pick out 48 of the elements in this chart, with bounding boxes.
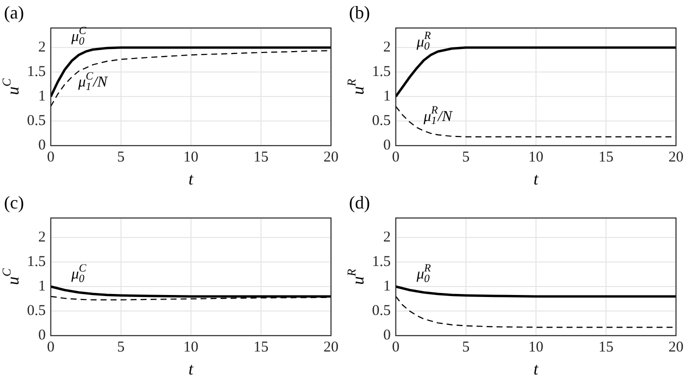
chart-title: (b) <box>349 2 370 23</box>
x-tick-label: 15 <box>253 340 268 356</box>
y-tick-label: 0.5 <box>372 113 391 130</box>
y-tick-label: 1.5 <box>27 64 46 80</box>
y-tick-label: 1 <box>383 88 391 105</box>
y-tick-label: 2 <box>38 230 46 246</box>
y-tick-label: 1 <box>38 278 46 295</box>
x-tick-label: 20 <box>324 150 338 166</box>
y-tick-label: 1.5 <box>27 254 46 270</box>
y-axis-title: uR <box>344 78 368 95</box>
x-axis-title: t <box>534 169 540 188</box>
y-axis-title: uC <box>0 78 22 96</box>
x-tick-label: 15 <box>253 150 268 166</box>
x-tick-label: 15 <box>598 150 614 166</box>
x-tick-label: 20 <box>668 150 684 166</box>
x-tick-label: 5 <box>117 340 125 356</box>
y-tick-label: 2 <box>383 230 391 246</box>
x-tick-label: 5 <box>117 150 125 166</box>
chart-title: (a) <box>4 2 24 23</box>
chart-title: (d) <box>349 192 370 213</box>
y-tick-label: 2 <box>383 40 391 56</box>
x-tick-label: 10 <box>528 150 544 166</box>
y-tick-label: 1 <box>38 88 46 105</box>
y-tick-label: 0 <box>38 328 46 344</box>
x-tick-label: 5 <box>462 340 470 356</box>
x-axis-title: t <box>188 359 195 378</box>
y-tick-label: 2 <box>38 40 46 56</box>
y-tick-label: 1.5 <box>372 64 391 80</box>
y-axis-title: uR <box>344 268 368 285</box>
x-tick-label: 20 <box>324 340 338 356</box>
y-tick-label: 0 <box>383 138 391 154</box>
x-tick-label: 15 <box>598 340 614 356</box>
x-tick-label: 5 <box>462 150 470 166</box>
y-tick-label: 0 <box>38 138 46 154</box>
x-tick-label: 10 <box>183 340 198 356</box>
x-tick-label: 20 <box>668 340 684 356</box>
x-tick-label: 10 <box>528 340 544 356</box>
y-tick-label: 1.5 <box>372 254 391 270</box>
chart-title: (c) <box>4 192 24 213</box>
y-tick-label: 0 <box>383 328 391 344</box>
y-axis-title: uC <box>0 268 22 286</box>
y-tick-label: 0.5 <box>372 303 391 320</box>
y-tick-label: 1 <box>383 278 391 295</box>
y-tick-label: 0.5 <box>27 113 46 130</box>
y-tick-label: 0.5 <box>27 303 46 320</box>
x-axis-title: t <box>534 359 540 378</box>
x-axis-title: t <box>188 169 195 188</box>
x-tick-label: 10 <box>183 150 198 166</box>
